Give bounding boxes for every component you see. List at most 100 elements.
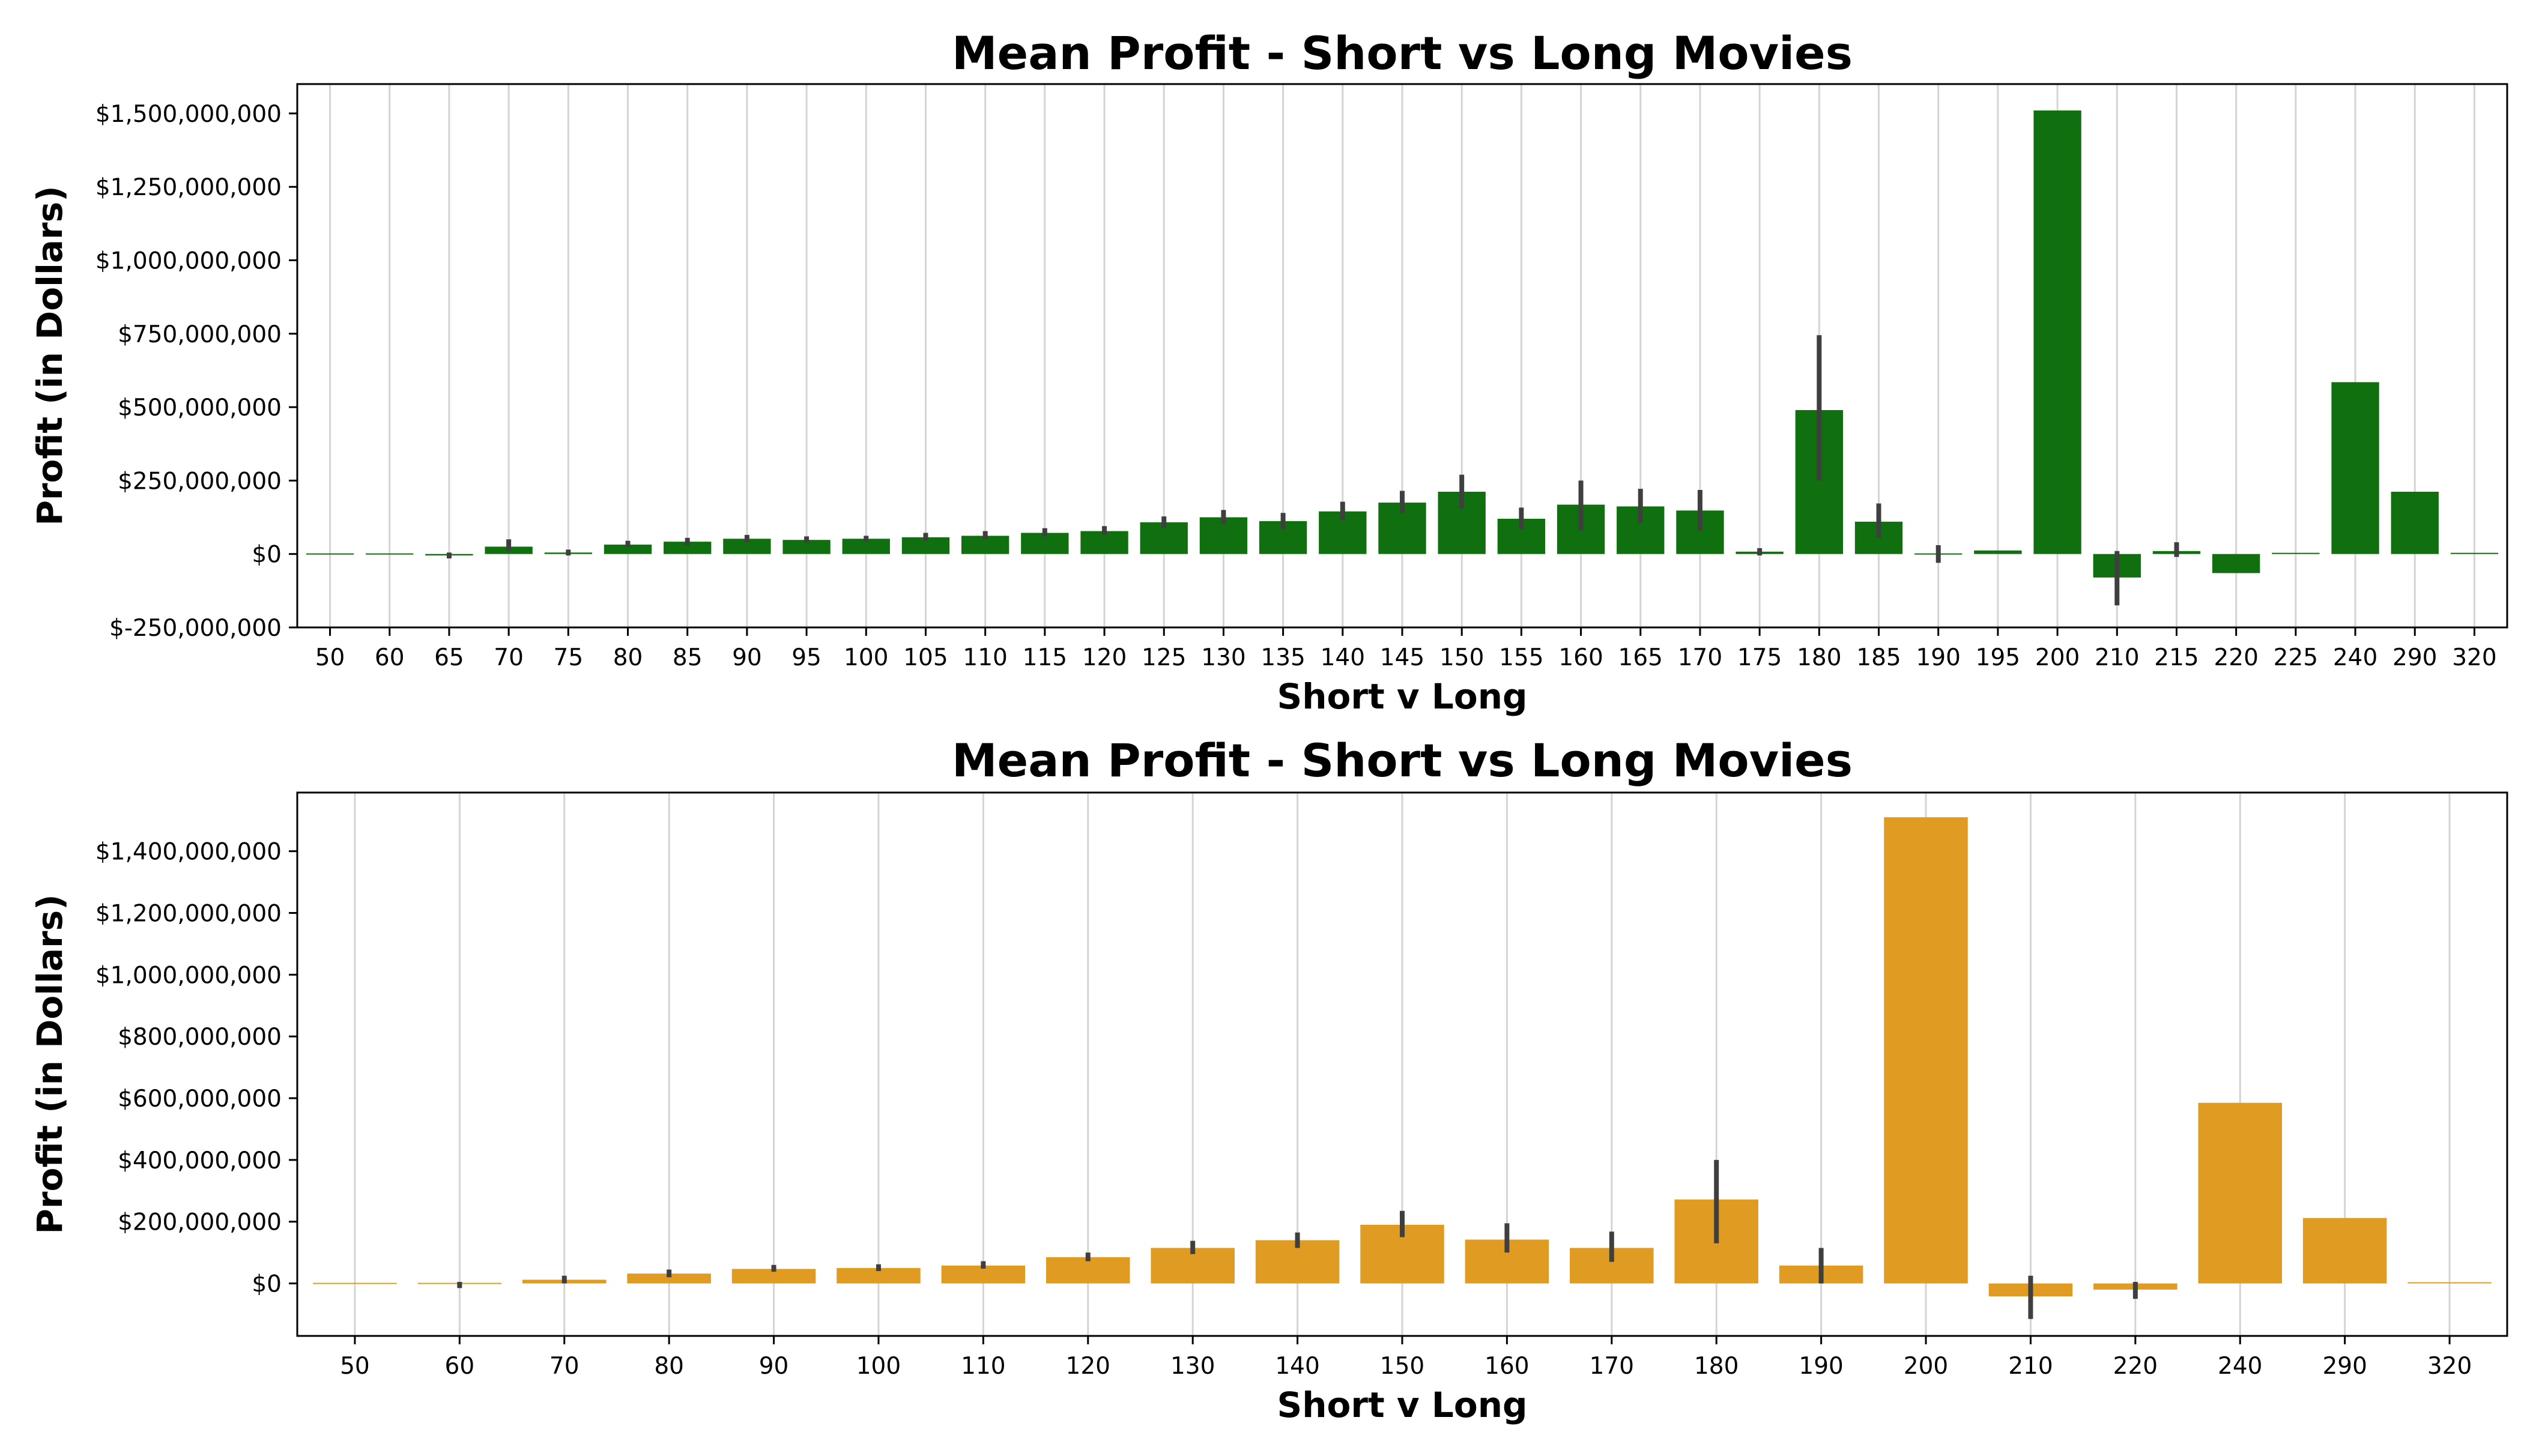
x-tick-label: 90 <box>732 644 762 671</box>
chart-title: Mean Profit - Short vs Long Movies <box>952 734 1853 787</box>
x-tick-label: 225 <box>2274 644 2318 671</box>
x-tick-label: 180 <box>1797 644 1841 671</box>
bar-320 <box>2450 552 2499 554</box>
x-tick-labels: 50 60 65 70 75 80 85 90 95 100 105 110 115 120 125 130 1… <box>315 627 2497 671</box>
bar-80 <box>627 1273 711 1284</box>
x-tick-label: 75 <box>554 644 584 671</box>
y-tick-label: $250,000,000 <box>118 468 282 495</box>
x-tick-label: 290 <box>2322 1353 2367 1380</box>
bar-60 <box>366 553 414 555</box>
x-tick-label: 80 <box>613 644 643 671</box>
x-tick-label: 165 <box>1618 644 1663 671</box>
y-tick-label: $0 <box>252 1271 282 1298</box>
x-tick-label: 200 <box>1904 1353 1948 1380</box>
x-tick-label: 95 <box>791 644 822 671</box>
bar-125 <box>1140 522 1188 554</box>
x-tick-label: 135 <box>1260 644 1305 671</box>
x-tick-label: 140 <box>1321 644 1365 671</box>
x-tick-label: 110 <box>961 1353 1005 1380</box>
plot-frame <box>296 83 2508 629</box>
x-tick-label: 170 <box>1590 1353 1634 1380</box>
x-tick-label: 210 <box>2095 644 2139 671</box>
error-bars <box>457 1159 2138 1319</box>
y-tick-label: $500,000,000 <box>118 394 282 421</box>
x-tick-label: 105 <box>903 644 948 671</box>
y-tick-label: $-250,000,000 <box>109 615 282 642</box>
bar-120 <box>1046 1257 1130 1284</box>
y-tick-label: $1,200,000,000 <box>95 901 282 928</box>
x-axis-label: Short v Long <box>1277 676 1527 717</box>
x-tick-label: 190 <box>1916 644 1960 671</box>
bar-200 <box>2033 110 2081 554</box>
y-axis-label: Profit (in Dollars) <box>29 894 70 1234</box>
x-tick-label: 130 <box>1170 1353 1215 1380</box>
x-tick-label: 155 <box>1499 644 1543 671</box>
x-tick-label: 150 <box>1439 644 1484 671</box>
x-tick-label: 100 <box>856 1353 901 1380</box>
x-tick-label: 70 <box>494 644 524 671</box>
x-tick-label: 240 <box>2218 1353 2262 1380</box>
y-tick-labels: $0 $200,000,000 $400,000,000 $600,000,000 $8… <box>95 839 297 1298</box>
x-tick-label: 240 <box>2333 644 2377 671</box>
y-tick-label: $400,000,000 <box>118 1147 282 1174</box>
x-tick-label: 170 <box>1678 644 1722 671</box>
x-tick-label: 175 <box>1737 644 1782 671</box>
y-tick-label: $1,000,000,000 <box>95 962 282 989</box>
x-tick-label: 120 <box>1066 1353 1110 1380</box>
bar-240 <box>2331 382 2379 554</box>
x-tick-label: 200 <box>2035 644 2080 671</box>
bar-95 <box>782 540 831 554</box>
x-tick-label: 180 <box>1694 1353 1739 1380</box>
y-tick-label: $0 <box>252 542 282 569</box>
x-tick-labels: 50 60 70 80 90 100 110 120 130 140 150 160 170 180 190… <box>340 1336 2472 1380</box>
bar-290 <box>2391 491 2439 554</box>
bar-80 <box>604 545 652 554</box>
bar-200 <box>1884 817 1968 1284</box>
x-tick-label: 85 <box>673 644 703 671</box>
x-tick-label: 320 <box>2427 1353 2472 1380</box>
chart-title: Mean Profit - Short vs Long Movies <box>952 26 1853 80</box>
x-tick-label: 140 <box>1275 1353 1319 1380</box>
bar-240 <box>2198 1102 2283 1284</box>
x-tick-label: 50 <box>315 644 345 671</box>
y-tick-label: $1,400,000,000 <box>95 839 282 866</box>
x-tick-label: 110 <box>963 644 1007 671</box>
x-tick-label: 70 <box>549 1353 580 1380</box>
bar-50 <box>306 553 354 555</box>
x-tick-label: 160 <box>1484 1353 1529 1380</box>
x-tick-label: 100 <box>844 644 888 671</box>
x-tick-label: 115 <box>1023 644 1067 671</box>
x-tick-label: 185 <box>1856 644 1901 671</box>
x-tick-label: 80 <box>654 1353 684 1380</box>
x-tick-label: 60 <box>375 644 405 671</box>
y-tick-label: $1,500,000,000 <box>95 101 282 128</box>
x-tick-label: 210 <box>2008 1353 2053 1380</box>
y-axis-label: Profit (in Dollars) <box>29 186 70 525</box>
x-tick-label: 190 <box>1799 1353 1843 1380</box>
y-tick-label: $800,000,000 <box>118 1024 282 1051</box>
x-tick-label: 195 <box>1976 644 2020 671</box>
x-tick-label: 50 <box>340 1353 370 1380</box>
x-tick-label: 145 <box>1380 644 1424 671</box>
x-axis-label: Short v Long <box>1277 1385 1527 1425</box>
y-tick-label: $1,000,000,000 <box>95 248 282 275</box>
x-tick-label: 220 <box>2113 1353 2158 1380</box>
x-tick-label: 320 <box>2452 644 2496 671</box>
bar-85 <box>664 542 712 554</box>
x-tick-label: 215 <box>2154 644 2199 671</box>
y-tick-labels: $-250,000,000 $0 $250,000,000 $500,000,000 $… <box>95 101 297 642</box>
bar-50 <box>313 1282 397 1284</box>
bar-195 <box>1974 550 2022 554</box>
chart-orange: Mean Profit - Short vs Long Movies Profi… <box>29 734 2508 1425</box>
bars <box>306 110 2499 578</box>
bar-320 <box>2407 1282 2492 1284</box>
plot-frame <box>296 791 2508 1337</box>
x-tick-label: 130 <box>1201 644 1245 671</box>
x-tick-label: 125 <box>1142 644 1186 671</box>
error-bars <box>446 335 2179 606</box>
x-tick-label: 290 <box>2392 644 2437 671</box>
y-tick-label: $750,000,000 <box>118 321 282 348</box>
x-tick-label: 65 <box>434 644 464 671</box>
chart-green: Mean Profit - Short vs Long Movies Profi… <box>29 26 2508 717</box>
